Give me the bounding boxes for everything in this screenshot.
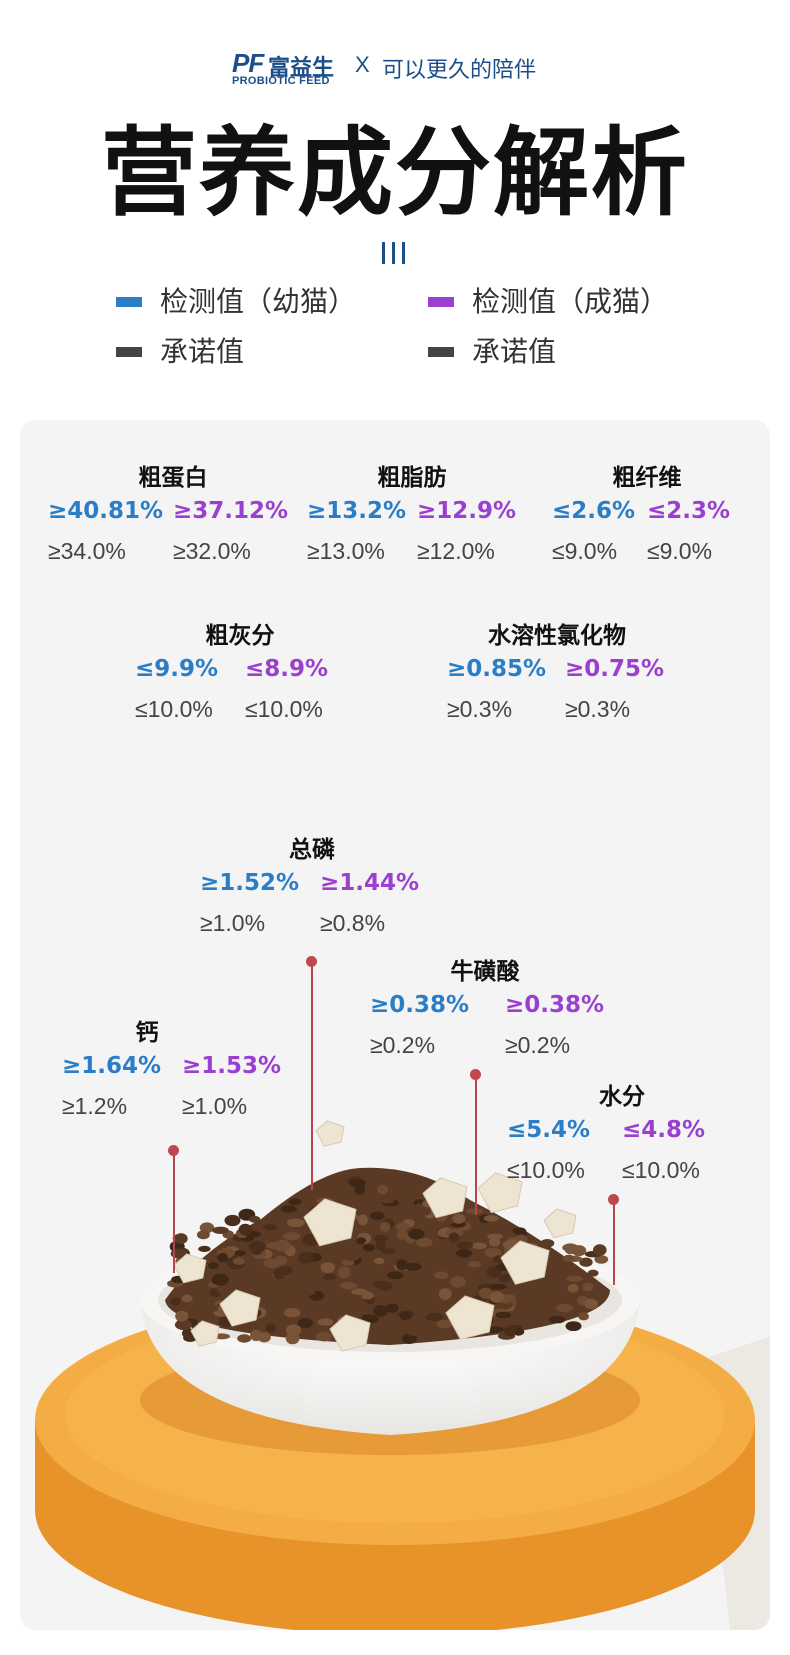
- value-kitten: ≤2.6%: [552, 498, 636, 524]
- pointer-dot-taurine: [470, 1069, 481, 1080]
- promise-adult: ≥32.0%: [173, 538, 251, 564]
- value-kitten: ≥0.85%: [447, 656, 547, 682]
- value-adult: ≥0.75%: [565, 656, 665, 682]
- value-adult: ≤8.9%: [245, 656, 329, 682]
- nutrient-ash: 粗灰分 ≤9.9% ≤8.9% ≤10.0% ≤10.0%: [135, 616, 365, 726]
- promise-kitten: ≥1.2%: [62, 1093, 128, 1119]
- promise-adult: ≥0.8%: [320, 910, 386, 936]
- legend-swatch-adult: [428, 297, 454, 307]
- logo-cn: 富益生: [268, 56, 335, 81]
- pointer-line-taurine: [475, 1075, 477, 1215]
- value-adult: ≥0.38%: [505, 992, 605, 1018]
- nutrient-chloride: 水溶性氯化物 ≥0.85% ≥0.75% ≥0.3% ≥0.3%: [447, 616, 687, 726]
- page-title: 营养成分解析: [101, 117, 689, 229]
- promise-adult: ≤10.0%: [622, 1157, 700, 1183]
- value-kitten: ≥0.38%: [370, 992, 470, 1018]
- brand-slogan: 可以更久的陪伴: [382, 58, 537, 83]
- nutrient-taurine: 牛磺酸 ≥0.38% ≥0.38% ≥0.2% ≥0.2%: [370, 952, 620, 1062]
- nutrient-fat: 粗脂肪 ≥13.2% ≥12.9% ≥13.0% ≥12.0%: [307, 458, 527, 568]
- logo-mark: PF: [232, 48, 264, 78]
- nutrient-name: 水溶性氯化物: [488, 623, 626, 649]
- nutrient-fiber: 粗纤维 ≤2.6% ≤2.3% ≤9.0% ≤9.0%: [552, 458, 752, 568]
- promise-adult: ≤9.0%: [647, 538, 713, 564]
- value-kitten: ≥1.64%: [62, 1053, 162, 1079]
- legend-label: 检测值（成猫）: [472, 285, 669, 318]
- nutrient-moisture: 水分 ≤5.4% ≤4.8% ≤10.0% ≤10.0%: [507, 1077, 747, 1187]
- nutrient-name: 粗纤维: [612, 465, 682, 491]
- nutrient-name: 总磷: [289, 837, 335, 863]
- nutrient-protein: 粗蛋白 ≥40.81% ≥37.12% ≥34.0% ≥32.0%: [48, 458, 298, 568]
- pointer-dot-moisture: [608, 1194, 619, 1205]
- promise-adult: ≥0.3%: [565, 696, 631, 722]
- legend-swatch-promise: [428, 347, 454, 357]
- legend-label: 检测值（幼猫）: [160, 285, 357, 318]
- promise-kitten: ≥0.2%: [370, 1032, 436, 1058]
- value-adult: ≥1.44%: [320, 870, 420, 896]
- triple-bar-icon: [380, 242, 410, 266]
- value-adult: ≥12.9%: [417, 498, 517, 524]
- promise-kitten: ≥13.0%: [307, 538, 385, 564]
- brand-logo: PF 富益生 PROBIOTIC FEED: [232, 48, 350, 88]
- legend-swatch-kitten: [116, 297, 142, 307]
- promise-adult: ≥0.2%: [505, 1032, 571, 1058]
- nutrient-name: 钙: [135, 1020, 159, 1046]
- promise-kitten: ≤10.0%: [135, 696, 213, 722]
- pointer-dot-calcium: [168, 1145, 179, 1156]
- nutrient-name: 牛磺酸: [450, 959, 520, 985]
- legend-swatch-promise: [116, 347, 142, 357]
- promise-kitten: ≥1.0%: [200, 910, 266, 936]
- nutrient-name: 水分: [599, 1084, 645, 1110]
- value-kitten: ≥1.52%: [200, 870, 300, 896]
- pointer-line-moisture: [613, 1200, 615, 1285]
- promise-kitten: ≤10.0%: [507, 1157, 585, 1183]
- value-kitten: ≥13.2%: [307, 498, 407, 524]
- value-kitten: ≥40.81%: [48, 498, 164, 524]
- legend-label: 承诺值: [160, 335, 245, 368]
- pointer-line-phosphorus: [311, 962, 313, 1190]
- promise-kitten: ≥34.0%: [48, 538, 126, 564]
- nutrient-name: 粗蛋白: [138, 465, 208, 491]
- value-adult: ≤4.8%: [622, 1117, 706, 1143]
- legend-label: 承诺值: [472, 335, 557, 368]
- value-kitten: ≤9.9%: [135, 656, 219, 682]
- brand-cross: X: [355, 52, 370, 77]
- promise-adult: ≤10.0%: [245, 696, 323, 722]
- value-adult: ≥37.12%: [173, 498, 289, 524]
- promise-adult: ≥12.0%: [417, 538, 495, 564]
- promise-kitten: ≥0.3%: [447, 696, 513, 722]
- value-kitten: ≤5.4%: [507, 1117, 591, 1143]
- promise-adult: ≥1.0%: [182, 1093, 248, 1119]
- nutrient-name: 粗脂肪: [377, 465, 447, 491]
- promise-kitten: ≤9.0%: [552, 538, 618, 564]
- pointer-line-calcium: [173, 1155, 175, 1273]
- nutrient-calcium: 钙 ≥1.64% ≥1.53% ≥1.2% ≥1.0%: [62, 1013, 302, 1123]
- pointer-dot-phosphorus: [306, 956, 317, 967]
- nutrient-name: 粗灰分: [205, 623, 275, 649]
- value-adult: ≤2.3%: [647, 498, 731, 524]
- logo-en: PROBIOTIC FEED: [232, 75, 330, 87]
- value-adult: ≥1.53%: [182, 1053, 282, 1079]
- nutrient-phosphorus: 总磷 ≥1.52% ≥1.44% ≥1.0% ≥0.8%: [200, 830, 440, 940]
